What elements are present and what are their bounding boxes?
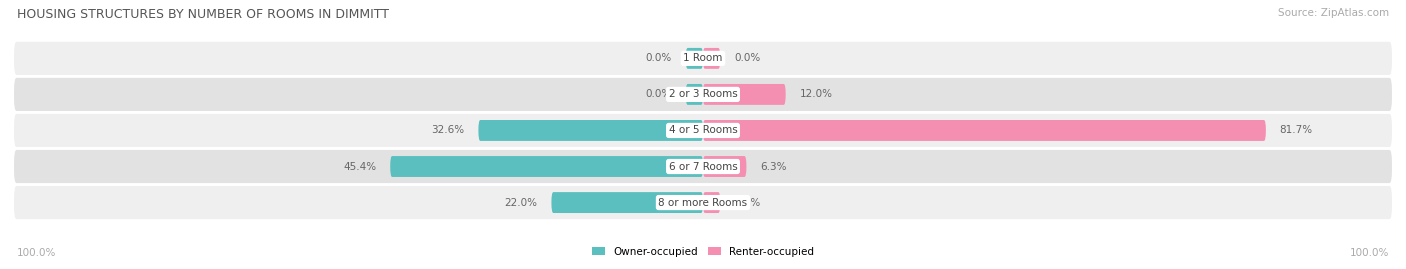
- Text: 12.0%: 12.0%: [800, 89, 832, 100]
- Text: 4 or 5 Rooms: 4 or 5 Rooms: [669, 125, 737, 136]
- Text: 0.0%: 0.0%: [645, 89, 672, 100]
- FancyBboxPatch shape: [14, 78, 1392, 111]
- FancyBboxPatch shape: [14, 186, 1392, 219]
- Text: 6 or 7 Rooms: 6 or 7 Rooms: [669, 161, 737, 172]
- FancyBboxPatch shape: [703, 84, 786, 105]
- FancyBboxPatch shape: [686, 48, 703, 69]
- Text: 0.0%: 0.0%: [734, 53, 761, 63]
- Text: 8 or more Rooms: 8 or more Rooms: [658, 197, 748, 208]
- FancyBboxPatch shape: [703, 192, 720, 213]
- FancyBboxPatch shape: [478, 120, 703, 141]
- FancyBboxPatch shape: [703, 120, 1265, 141]
- FancyBboxPatch shape: [703, 156, 747, 177]
- Text: 32.6%: 32.6%: [432, 125, 464, 136]
- FancyBboxPatch shape: [14, 150, 1392, 183]
- Text: Source: ZipAtlas.com: Source: ZipAtlas.com: [1278, 8, 1389, 18]
- Text: 81.7%: 81.7%: [1279, 125, 1313, 136]
- Text: 0.0%: 0.0%: [734, 197, 761, 208]
- Text: 45.4%: 45.4%: [343, 161, 377, 172]
- Text: 100.0%: 100.0%: [17, 248, 56, 258]
- Legend: Owner-occupied, Renter-occupied: Owner-occupied, Renter-occupied: [588, 243, 818, 261]
- FancyBboxPatch shape: [686, 84, 703, 105]
- FancyBboxPatch shape: [551, 192, 703, 213]
- FancyBboxPatch shape: [391, 156, 703, 177]
- FancyBboxPatch shape: [14, 42, 1392, 75]
- Text: 6.3%: 6.3%: [761, 161, 787, 172]
- Text: HOUSING STRUCTURES BY NUMBER OF ROOMS IN DIMMITT: HOUSING STRUCTURES BY NUMBER OF ROOMS IN…: [17, 8, 389, 21]
- Text: 1 Room: 1 Room: [683, 53, 723, 63]
- Text: 100.0%: 100.0%: [1350, 248, 1389, 258]
- FancyBboxPatch shape: [14, 114, 1392, 147]
- Text: 22.0%: 22.0%: [505, 197, 537, 208]
- Text: 2 or 3 Rooms: 2 or 3 Rooms: [669, 89, 737, 100]
- FancyBboxPatch shape: [703, 48, 720, 69]
- Text: 0.0%: 0.0%: [645, 53, 672, 63]
